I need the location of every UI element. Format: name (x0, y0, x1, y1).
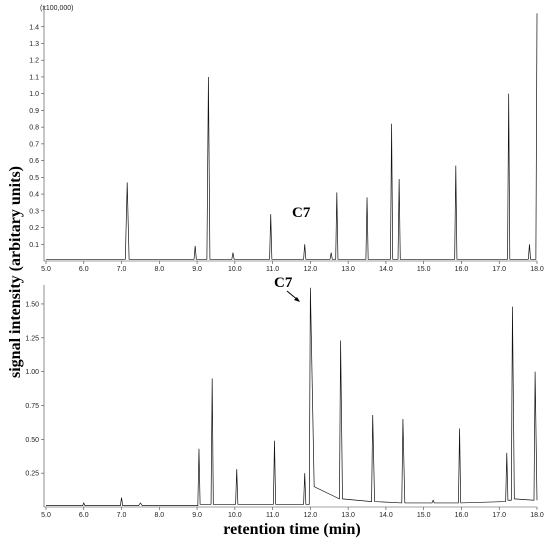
x-tick-label: 16.0 (455, 512, 469, 519)
x-tick-label: 8.0 (154, 266, 164, 273)
x-tick-label: 6.0 (79, 512, 89, 519)
y-tick-label: 1.3 (29, 41, 39, 48)
y-tick-label: 0.4 (29, 192, 39, 199)
y-tick-label: 0.7 (29, 141, 39, 148)
x-tick-label: 8.0 (154, 512, 164, 519)
y-axis-label: signal intensity (arbitary units) (7, 166, 24, 378)
y-tick-label: 0.2 (29, 225, 39, 232)
x-tick-label: 13.0 (341, 512, 355, 519)
y-tick-label: 0.5 (29, 175, 39, 182)
arrow-head (294, 297, 300, 302)
x-tick-label: 7.0 (117, 266, 127, 273)
y-tick-label: 0.9 (29, 108, 39, 115)
x-tick-label: 12.0 (304, 512, 318, 519)
x-tick-label: 15.0 (417, 266, 431, 273)
y-tick-label: 0.8 (29, 125, 39, 132)
chromatogram-trace (46, 287, 538, 506)
y-tick-label: 1.50 (25, 301, 39, 308)
x-tick-label: 18.0 (530, 512, 544, 519)
x-tick-label: 17.0 (492, 512, 506, 519)
y-tick-label: 0.75 (25, 403, 39, 410)
annotation: C7 (292, 205, 311, 221)
x-axis-label: retention time (min) (223, 521, 360, 538)
x-tick-label: 9.0 (192, 512, 202, 519)
x-tick-label: 11.0 (266, 266, 279, 273)
y-tick-label: 0.25 (25, 471, 39, 478)
x-tick-label: 6.0 (79, 266, 89, 273)
x-tick-label: 14.0 (379, 266, 393, 273)
x-tick-label: 10.0 (228, 266, 242, 273)
chromatogram-trace (46, 13, 538, 260)
annotation: C7 (274, 275, 293, 291)
y-tick-label: 1.0 (29, 91, 39, 98)
y-tick-label: 0.1 (29, 242, 39, 249)
y-tick-label: 1.1 (29, 74, 39, 81)
y-tick-label: 1.25 (25, 335, 39, 342)
y-tick-label: 1.2 (29, 58, 39, 65)
x-tick-label: 9.0 (192, 266, 202, 273)
x-tick-label: 13.0 (341, 266, 355, 273)
y-tick-label: 0.6 (29, 158, 39, 165)
x-tick-label: 18.0 (530, 266, 544, 273)
x-tick-label: 16.0 (455, 266, 469, 273)
x-tick-label: 10.0 (228, 512, 242, 519)
x-tick-label: 5.0 (41, 266, 51, 273)
x-tick-label: 7.0 (117, 512, 127, 519)
x-tick-label: 11.0 (266, 512, 279, 519)
y-tick-label: 1.4 (29, 24, 39, 31)
y-multiplier: (x100,000) (40, 5, 73, 12)
x-tick-label: 5.0 (41, 512, 51, 519)
y-tick-label: 1.00 (25, 369, 39, 376)
x-tick-label: 12.0 (304, 266, 318, 273)
y-tick-label: 0.3 (29, 208, 39, 215)
y-tick-label: 0.50 (25, 437, 39, 444)
x-tick-label: 14.0 (379, 512, 393, 519)
x-tick-label: 17.0 (492, 266, 506, 273)
x-tick-label: 15.0 (417, 512, 431, 519)
